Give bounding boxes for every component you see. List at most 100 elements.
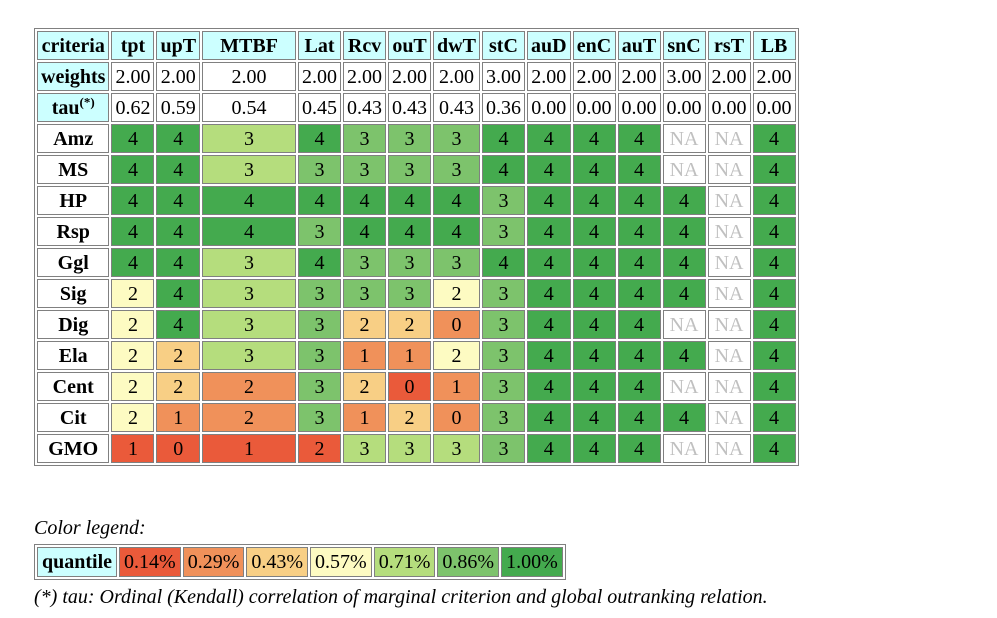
criterion-header-lb: LB <box>752 31 796 60</box>
performance-cell: 3 <box>343 279 387 308</box>
legend-row: quantile 0.14% 0.29% 0.43% 0.57% 0.71% 0.86% 1… <box>37 547 563 577</box>
performance-cell: 4 <box>572 310 616 339</box>
weight-cell: 3.00 <box>662 62 706 91</box>
performance-cell: 4 <box>202 186 297 215</box>
performance-cell: 0 <box>388 372 432 401</box>
performance-cell: NA <box>662 155 706 184</box>
weight-cell: 2.00 <box>707 62 751 91</box>
weights-row: weights 2.00 2.00 2.00 2.00 2.00 2.00 2.00 3.00 2… <box>37 62 796 91</box>
performance-cell: 4 <box>752 248 796 277</box>
legend-swatch: 0.86% <box>437 547 500 577</box>
performance-cell: 4 <box>752 434 796 463</box>
performance-cell: 4 <box>526 217 571 246</box>
performance-cell: NA <box>662 434 706 463</box>
performance-cell: 4 <box>572 155 616 184</box>
performance-cell: 3 <box>481 341 525 370</box>
tau-cell: 0.36 <box>481 93 525 122</box>
performance-cell: 3 <box>298 155 342 184</box>
weight-cell: 2.00 <box>433 62 480 91</box>
performance-cell: 4 <box>752 403 796 432</box>
criterion-header-lat: Lat <box>298 31 342 60</box>
performance-cell: 0 <box>433 403 480 432</box>
performance-cell: 3 <box>202 310 297 339</box>
performance-cell: NA <box>707 124 751 153</box>
performance-cell: NA <box>707 186 751 215</box>
performance-cell: 3 <box>388 434 432 463</box>
performance-cell: 1 <box>343 403 387 432</box>
performance-cell: 3 <box>481 310 525 339</box>
performance-cell: 2 <box>111 403 155 432</box>
performance-cell: 4 <box>526 310 571 339</box>
weight-cell: 2.00 <box>388 62 432 91</box>
performance-cell: 4 <box>752 155 796 184</box>
legend-swatch: 0.57% <box>310 547 372 577</box>
performance-cell: 3 <box>433 124 480 153</box>
tau-cell: 0.43 <box>388 93 432 122</box>
performance-cell: 4 <box>752 310 796 339</box>
performance-cell: 4 <box>572 372 616 401</box>
tau-cell: 0.45 <box>298 93 342 122</box>
performance-cell: 4 <box>617 248 661 277</box>
performance-cell: 0 <box>156 434 201 463</box>
performance-cell: 4 <box>572 248 616 277</box>
tau-label: tau <box>51 96 80 119</box>
weight-cell: 2.00 <box>156 62 201 91</box>
criteria-header: criteria <box>37 31 110 60</box>
alternative-name: Dig <box>37 310 110 339</box>
tau-footnote-marker: (*) <box>79 93 95 109</box>
criterion-header-aut: auT <box>617 31 661 60</box>
alternative-row-rsp: Rsp 4 4 4 3 4 4 4 3 4 4 4 4 NA 4 <box>37 217 796 246</box>
performance-cell: 4 <box>433 186 480 215</box>
performance-cell: 2 <box>156 372 201 401</box>
performance-cell: 3 <box>388 124 432 153</box>
alternative-name: MS <box>37 155 110 184</box>
criterion-header-tpt: tpt <box>111 31 155 60</box>
performance-cell: 3 <box>343 155 387 184</box>
performance-cell: 4 <box>388 217 432 246</box>
performance-cell: 4 <box>662 341 706 370</box>
performance-cell: 3 <box>343 124 387 153</box>
performance-cell: 4 <box>298 124 342 153</box>
performance-cell: 4 <box>481 155 525 184</box>
alternative-row-cent: Cent 2 2 2 3 2 0 1 3 4 4 4 NA NA 4 <box>37 372 796 401</box>
alternative-row-ms: MS 4 4 3 3 3 3 3 4 4 4 4 NA NA 4 <box>37 155 796 184</box>
performance-cell: 4 <box>388 186 432 215</box>
legend-swatch: 0.71% <box>373 547 436 577</box>
alternative-name: Cit <box>37 403 110 432</box>
tau-cell: 0.43 <box>343 93 387 122</box>
tau-cell: 0.00 <box>707 93 751 122</box>
performance-cell: 3 <box>481 279 525 308</box>
legend-label: quantile <box>37 547 118 577</box>
performance-cell: 2 <box>202 372 297 401</box>
performance-cell: 2 <box>433 279 480 308</box>
performance-cell: NA <box>707 403 751 432</box>
alternative-name: Ela <box>37 341 110 370</box>
legend-swatch: 0.14% <box>119 547 181 577</box>
performance-cell: 3 <box>481 372 525 401</box>
alternative-row-cit: Cit 2 1 2 3 1 2 0 3 4 4 4 4 NA 4 <box>37 403 796 432</box>
performance-cell: 0 <box>433 310 480 339</box>
performance-cell: 4 <box>617 124 661 153</box>
performance-cell: 4 <box>617 403 661 432</box>
performance-cell: 4 <box>662 279 706 308</box>
performance-cell: 4 <box>481 124 525 153</box>
performance-cell: 3 <box>343 248 387 277</box>
performance-cell: 3 <box>298 279 342 308</box>
performance-cell: NA <box>707 341 751 370</box>
performance-cell: 4 <box>156 155 201 184</box>
alternative-row-dig: Dig 2 4 3 3 2 2 0 3 4 4 4 NA NA 4 <box>37 310 796 339</box>
performance-cell: 4 <box>617 155 661 184</box>
alternative-row-amz: Amz 4 4 3 4 3 3 3 4 4 4 4 NA NA 4 <box>37 124 796 153</box>
performance-cell: NA <box>707 248 751 277</box>
legend-title: Color legend: <box>34 517 146 539</box>
performance-cell: NA <box>707 279 751 308</box>
performance-cell: 4 <box>526 124 571 153</box>
performance-cell: 3 <box>298 403 342 432</box>
performance-table-container: criteria tpt upT MTBF Lat Rcv ouT dwT stC auD enC a… <box>34 28 799 466</box>
performance-cell: 3 <box>433 155 480 184</box>
performance-heatmap-table: criteria tpt upT MTBF Lat Rcv ouT dwT stC auD enC a… <box>34 28 799 466</box>
alternative-row-ela: Ela 2 2 3 3 1 1 2 3 4 4 4 4 NA 4 <box>37 341 796 370</box>
performance-cell: 3 <box>298 341 342 370</box>
tau-cell: 0.00 <box>572 93 616 122</box>
alternative-name: Sig <box>37 279 110 308</box>
